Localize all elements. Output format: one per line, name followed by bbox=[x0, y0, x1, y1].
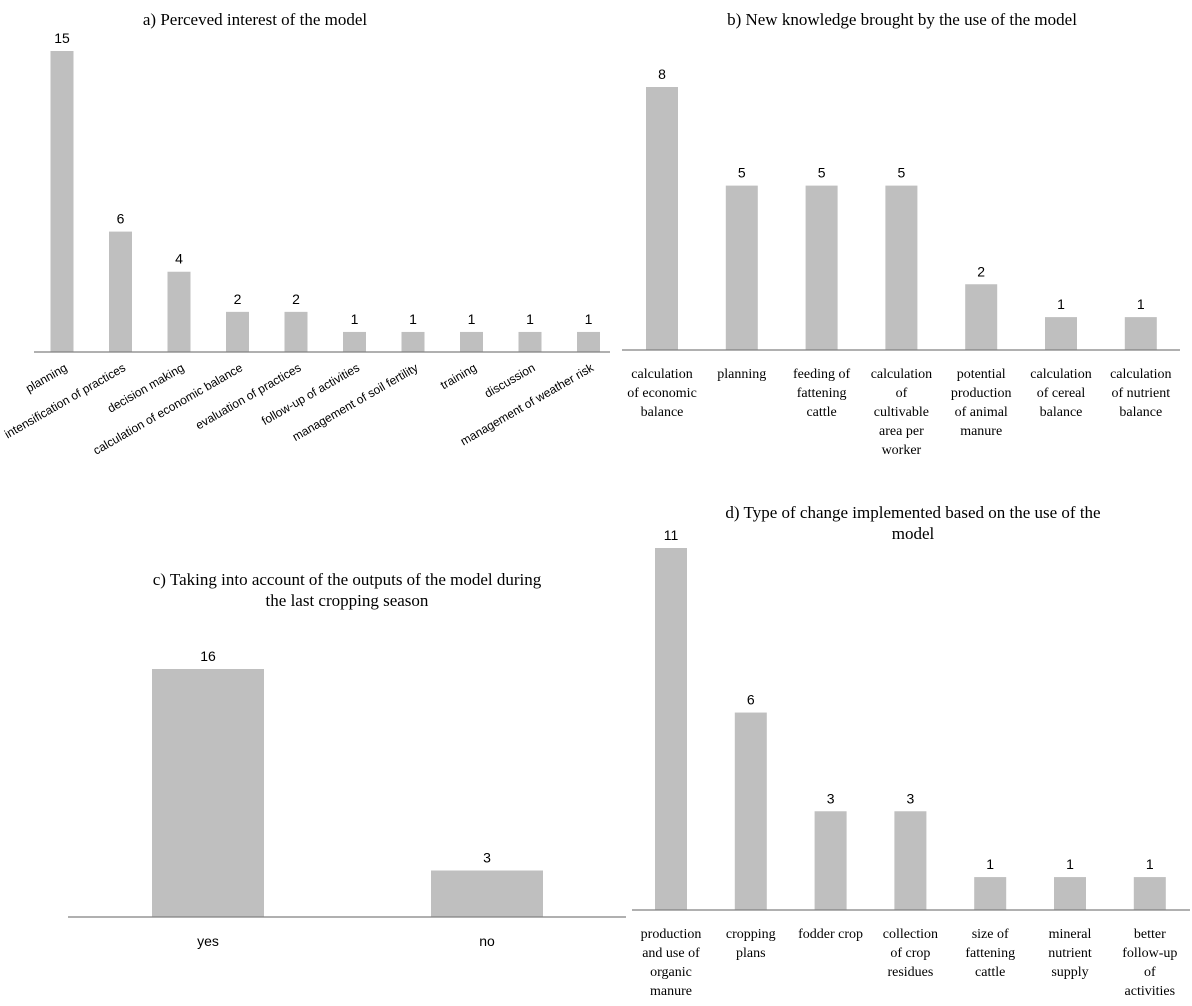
tick-label-b-4: calculation of cultivable area per worker bbox=[871, 367, 932, 458]
chart-panel-b: b) New knowledge brought by the use of t… bbox=[622, 10, 1180, 458]
tick-label-d-2: cropping plans bbox=[726, 927, 776, 961]
data-label-a-10: 1 bbox=[585, 311, 593, 327]
bar-b-1 bbox=[646, 87, 678, 350]
data-label-d-4: 3 bbox=[907, 790, 915, 806]
data-label-d-7: 1 bbox=[1146, 856, 1154, 872]
data-label-d-1: 11 bbox=[664, 527, 679, 543]
bar-d-1 bbox=[655, 548, 687, 910]
tick-label-d-6: mineral nutrient supply bbox=[1048, 927, 1092, 980]
tick-label-c-1: yes bbox=[197, 933, 219, 949]
data-label-b-1: 8 bbox=[658, 66, 666, 82]
bar-a-9 bbox=[518, 331, 542, 352]
bar-d-2 bbox=[734, 712, 767, 910]
data-label-a-8: 1 bbox=[468, 311, 476, 327]
bar-b-4 bbox=[885, 185, 918, 350]
tick-label-d-1: production and use of organic manure bbox=[641, 927, 702, 999]
bar-a-4 bbox=[226, 311, 249, 352]
tick-label-a-1: planning bbox=[23, 360, 69, 395]
data-label-a-2: 6 bbox=[117, 211, 125, 227]
bar-b-5 bbox=[965, 284, 998, 350]
tick-label-d-5: size of fattening cattle bbox=[965, 927, 1015, 980]
data-label-a-5: 2 bbox=[292, 291, 300, 307]
data-label-a-7: 1 bbox=[409, 311, 417, 327]
bar-d-6 bbox=[1054, 877, 1086, 910]
bar-a-8 bbox=[460, 331, 483, 352]
bar-c-2 bbox=[431, 870, 543, 917]
data-label-b-5: 2 bbox=[977, 263, 985, 279]
bar-d-5 bbox=[974, 877, 1007, 910]
chart-title-b: b) New knowledge brought by the use of t… bbox=[727, 10, 1077, 29]
data-label-a-9: 1 bbox=[526, 311, 534, 327]
bar-a-1 bbox=[50, 51, 74, 352]
data-label-b-6: 1 bbox=[1057, 296, 1065, 312]
bar-b-2 bbox=[725, 185, 758, 350]
data-label-b-2: 5 bbox=[738, 165, 746, 181]
bar-a-7 bbox=[401, 331, 425, 352]
tick-label-a-6: follow-up of activities bbox=[259, 360, 362, 427]
bar-b-3 bbox=[805, 185, 838, 350]
data-label-d-6: 1 bbox=[1066, 856, 1074, 872]
bar-a-5 bbox=[284, 311, 308, 352]
chart-title-a: a) Perceved interest of the model bbox=[143, 10, 367, 29]
bar-d-4 bbox=[894, 811, 927, 910]
data-label-d-2: 6 bbox=[747, 692, 755, 708]
data-label-b-7: 1 bbox=[1137, 296, 1145, 312]
bar-a-6 bbox=[343, 331, 366, 352]
data-label-d-3: 3 bbox=[827, 790, 835, 806]
tick-label-a-5: evaluation of practices bbox=[193, 360, 303, 432]
tick-label-b-6: calculation of cereal balance bbox=[1030, 367, 1091, 420]
data-label-b-4: 5 bbox=[898, 165, 906, 181]
chart-panel-a: a) Perceved interest of the model 15 plann… bbox=[2, 10, 610, 458]
data-label-a-3: 4 bbox=[175, 251, 183, 267]
tick-label-d-7: better follow-up of activities bbox=[1122, 927, 1177, 999]
tick-label-b-5: potential production of animal manure bbox=[951, 367, 1012, 439]
bar-c-1 bbox=[152, 669, 264, 917]
bar-a-2 bbox=[109, 231, 132, 352]
bar-d-3 bbox=[814, 811, 847, 910]
bar-b-7 bbox=[1124, 317, 1157, 350]
data-label-a-4: 2 bbox=[234, 291, 242, 307]
data-label-a-6: 1 bbox=[351, 311, 359, 327]
tick-label-b-3: feeding of fattening cattle bbox=[793, 367, 850, 420]
chart-panel-c: c) Taking into account of the outputs of… bbox=[68, 570, 626, 949]
data-label-a-1: 15 bbox=[54, 30, 70, 46]
bar-a-3 bbox=[167, 271, 191, 352]
data-label-b-3: 5 bbox=[818, 165, 826, 181]
data-label-c-1: 16 bbox=[200, 648, 216, 664]
tick-label-b-2: planning bbox=[717, 367, 766, 382]
chart-panel-d: d) Type of change implemented based on t… bbox=[632, 503, 1190, 999]
bar-d-7 bbox=[1133, 877, 1166, 910]
tick-label-d-3: fodder crop bbox=[798, 927, 863, 942]
data-label-d-5: 1 bbox=[986, 856, 994, 872]
tick-label-d-4: collection of crop residues bbox=[883, 927, 938, 980]
tick-label-a-8: training bbox=[438, 360, 479, 392]
chart-title-d: d) Type of change implemented based on t… bbox=[725, 503, 1100, 543]
data-label-c-2: 3 bbox=[483, 850, 491, 866]
tick-label-b-1: calculation of economic balance bbox=[627, 367, 697, 420]
tick-label-c-2: no bbox=[479, 933, 495, 949]
tick-label-b-7: calculation of nutrient balance bbox=[1110, 367, 1171, 420]
bar-b-6 bbox=[1045, 317, 1077, 350]
bar-a-10 bbox=[577, 331, 600, 352]
chart-title-c: c) Taking into account of the outputs of… bbox=[153, 570, 542, 610]
